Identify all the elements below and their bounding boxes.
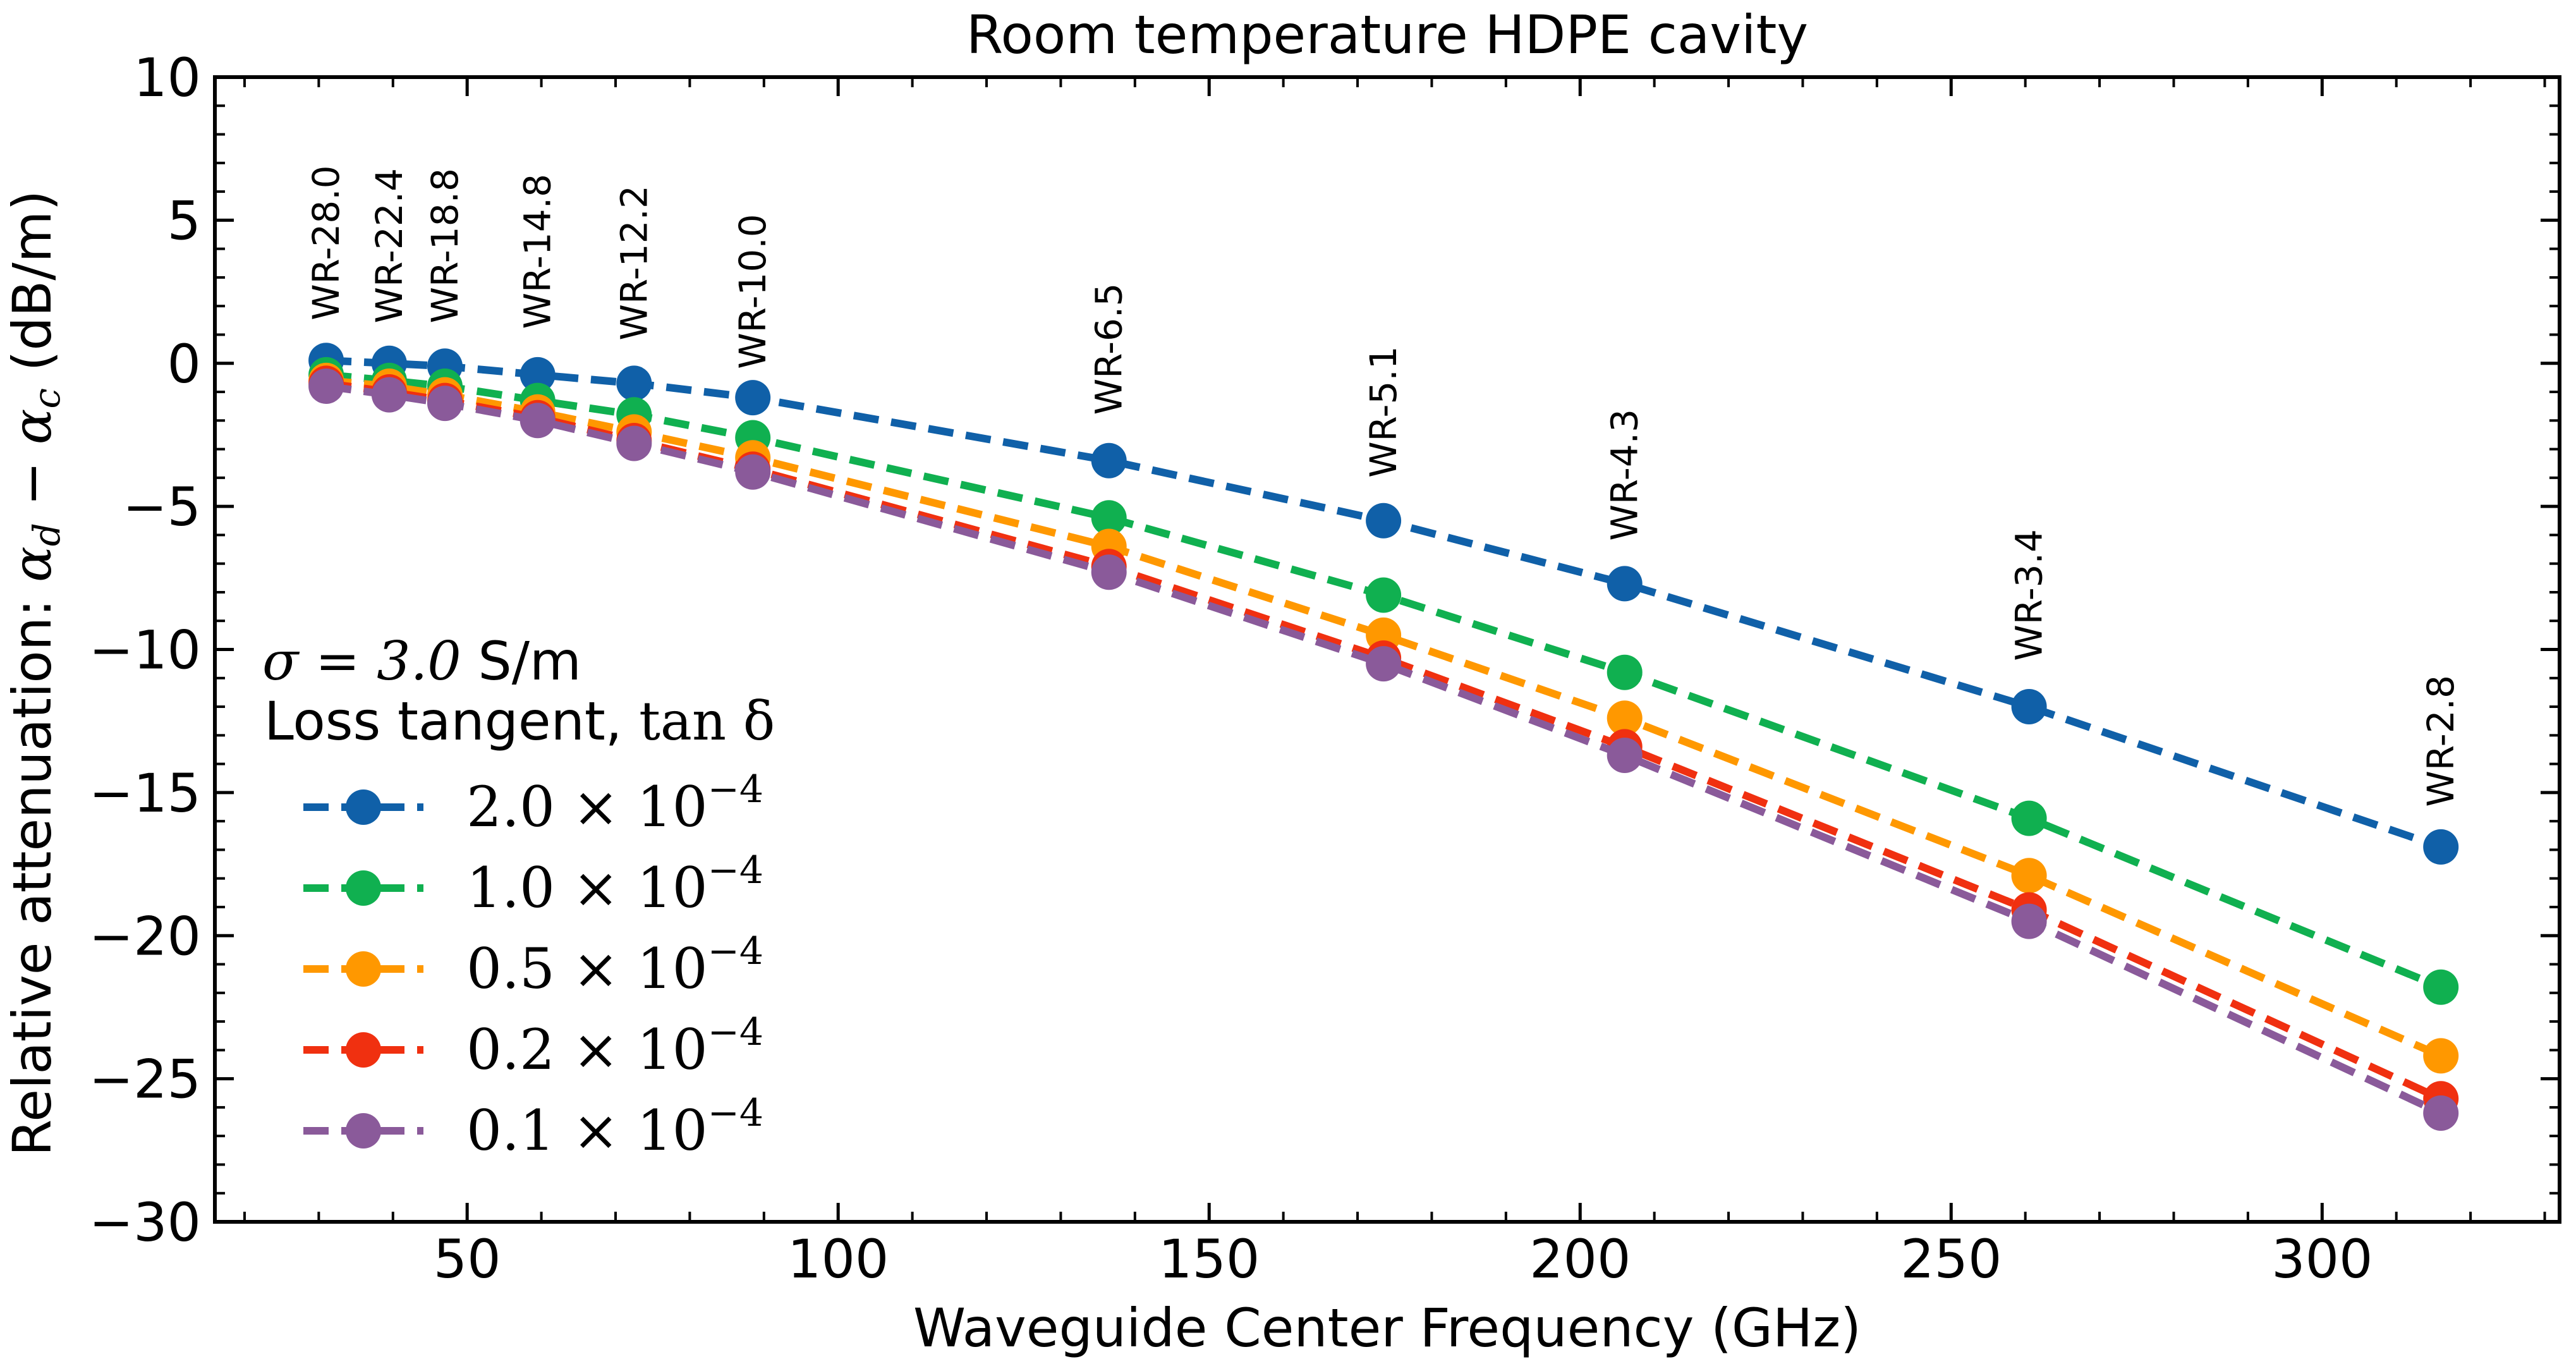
data-point-s1-9 — [2011, 800, 2047, 836]
x-tick-label: 300 — [2271, 1228, 2372, 1290]
y-axis-label-alpha-c: α — [1, 409, 63, 445]
y-axis-label: Relative attenuation: αd − αc (dB/m) — [1, 190, 68, 1157]
legend-title-sigma-math: σ = 3.0 — [262, 630, 461, 692]
data-point-s4-9 — [2011, 903, 2047, 939]
data-point-s1-8 — [1607, 654, 1643, 690]
waveguide-label: WR-22.4 — [368, 168, 411, 323]
data-point-s1-10 — [2423, 969, 2459, 1005]
legend-label-0: 2.0 × 10−4 — [466, 767, 763, 839]
y-tick-label: 0 — [167, 333, 201, 395]
legend-title-sigma-unit: S/m — [461, 630, 581, 692]
waveguide-label: WR-18.8 — [423, 168, 466, 323]
waveguide-label: WR-3.4 — [2008, 529, 2051, 661]
legend-entries: 2.0 × 10−41.0 × 10−40.5 × 10−40.2 × 10−4… — [303, 767, 763, 1163]
data-point-s2-10 — [2423, 1038, 2459, 1074]
data-point-s1-6 — [1091, 500, 1127, 536]
legend-title-sigma: σ = 3.0 S/m — [262, 630, 581, 692]
legend-title-loss-tangent: Loss tangent, tan δ — [264, 690, 775, 752]
x-axis-label: Waveguide Center Frequency (GHz) — [913, 1297, 1861, 1359]
legend-label-3: 0.2 × 10−4 — [466, 1010, 763, 1082]
y-tick-label: −25 — [89, 1049, 201, 1111]
waveguide-label: WR-2.8 — [2419, 675, 2462, 807]
y-tick-label: −15 — [89, 762, 201, 824]
data-point-s4-4 — [616, 425, 652, 461]
legend-label-1: 1.0 × 10−4 — [466, 848, 763, 920]
data-point-s4-1 — [371, 377, 407, 413]
data-point-s0-4 — [616, 365, 652, 401]
data-point-s4-0 — [308, 369, 344, 404]
data-point-s0-7 — [1366, 503, 1402, 539]
legend-marker-1 — [346, 870, 381, 906]
data-point-s0-10 — [2423, 829, 2459, 865]
y-axis-label-sub-c: c — [25, 388, 68, 408]
legend-label-mantissa: 0.5 × 10 — [466, 936, 708, 1001]
data-point-s4-2 — [427, 386, 463, 422]
y-tick-label: −30 — [89, 1191, 201, 1253]
legend-title-loss-tangent-math: tan δ — [639, 690, 775, 752]
legend-label-mantissa: 2.0 × 10 — [466, 774, 708, 839]
data-point-s0-8 — [1607, 566, 1643, 602]
data-point-s0-3 — [519, 356, 556, 393]
y-tick-label: −10 — [89, 619, 201, 681]
legend-marker-0 — [346, 789, 381, 825]
x-tick-label: 200 — [1529, 1228, 1631, 1290]
waveguide-label: WR-6.5 — [1088, 283, 1131, 415]
x-tick-label: 50 — [434, 1228, 501, 1290]
axes — [213, 75, 2561, 1224]
waveguide-label: WR-4.3 — [1603, 409, 1646, 540]
legend-label-exponent: −4 — [708, 1091, 763, 1135]
y-axis-label-suffix: (dB/m) — [1, 190, 63, 388]
x-tick-label: 150 — [1158, 1228, 1260, 1290]
x-tick-label: 250 — [1900, 1228, 2002, 1290]
data-point-s4-7 — [1366, 646, 1402, 682]
data-point-s0-6 — [1091, 442, 1127, 478]
data-point-s4-6 — [1091, 554, 1127, 590]
x-tick-label: 100 — [787, 1228, 889, 1290]
y-tick-label: −5 — [123, 476, 201, 538]
data-point-s4-8 — [1607, 738, 1643, 773]
data-point-s2-9 — [2011, 858, 2047, 894]
legend-label-mantissa: 0.2 × 10 — [466, 1017, 708, 1082]
data-point-s4-10 — [2423, 1095, 2459, 1131]
legend-label-exponent: −4 — [708, 848, 763, 893]
legend-label-2: 0.5 × 10−4 — [466, 929, 763, 1001]
data-point-s1-7 — [1366, 577, 1402, 613]
y-axis-label-alpha-d: α — [1, 546, 63, 582]
legend-marker-4 — [346, 1113, 381, 1149]
legend-label-exponent: −4 — [708, 929, 763, 973]
y-tick-label: 5 — [167, 190, 201, 252]
waveguide-label: WR-10.0 — [731, 214, 774, 369]
legend-label-mantissa: 0.1 × 10 — [466, 1098, 708, 1163]
text-layer: Room temperature HDPE cavity Waveguide C… — [1, 4, 2462, 1359]
data-point-s0-5 — [735, 380, 771, 416]
y-tick-label: −20 — [89, 905, 201, 967]
waveguide-label: WR-5.1 — [1362, 346, 1405, 477]
waveguide-label: WR-14.8 — [516, 174, 559, 329]
legend-label-4: 0.1 × 10−4 — [466, 1091, 763, 1163]
data-point-s0-9 — [2011, 689, 2047, 724]
y-axis-label-sub-d: d — [25, 523, 68, 546]
data-point-s4-3 — [519, 403, 556, 439]
legend-title-loss-tangent-text: Loss tangent, — [264, 690, 639, 752]
y-axis-label-prefix: Relative attenuation: — [1, 582, 63, 1156]
legend-label-mantissa: 1.0 × 10 — [466, 855, 708, 920]
y-axis-label-minus: − — [1, 444, 63, 523]
plot-marks — [308, 343, 2459, 1131]
waveguide-label: WR-12.2 — [612, 185, 655, 340]
legend-label-exponent: −4 — [708, 1010, 763, 1054]
legend-marker-2 — [346, 951, 381, 987]
waveguide-label: WR-28.0 — [305, 165, 348, 320]
chart-title: Room temperature HDPE cavity — [966, 4, 1808, 66]
data-point-s2-8 — [1607, 700, 1643, 736]
y-tick-label: 10 — [133, 47, 201, 109]
data-point-s4-5 — [735, 454, 771, 490]
legend: σ = 3.0 S/m Loss tangent, tan δ 2.0 × 10… — [262, 630, 775, 1163]
legend-label-exponent: −4 — [708, 767, 763, 812]
legend-marker-3 — [346, 1032, 381, 1068]
